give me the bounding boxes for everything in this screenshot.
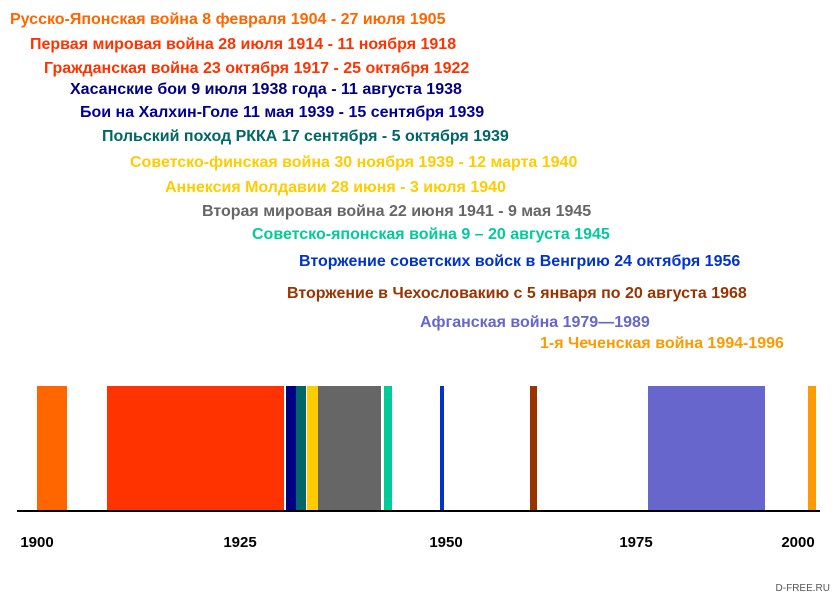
war-label: Первая мировая война 28 июля 1914 - 11 н… — [30, 36, 457, 53]
war-bar — [37, 386, 67, 511]
war-bar — [107, 386, 284, 511]
war-bar — [530, 386, 537, 511]
x-axis-ticks: 1900 1925 1950 1975 2000 — [20, 534, 814, 551]
war-label: Польский поход РККА 17 сентября - 5 октя… — [102, 128, 509, 145]
war-bar — [648, 386, 765, 511]
war-label: Вторая мировая война 22 июня 1941 - 9 ма… — [202, 203, 592, 220]
war-label: Афганская война 1979—1989 — [420, 314, 650, 331]
timeline-bars — [37, 386, 816, 511]
war-bar — [296, 386, 306, 511]
war-labels: Русско-Японская война 8 февраля 1904 - 2… — [10, 11, 784, 352]
x-tick-label: 1950 — [429, 534, 462, 551]
war-bar — [286, 386, 295, 511]
war-bar — [307, 386, 317, 511]
war-label: Гражданская война 23 октября 1917 - 25 о… — [44, 60, 470, 77]
war-bar — [317, 386, 318, 511]
war-bar — [384, 386, 392, 511]
watermark: D-FREE.RU — [775, 583, 830, 594]
war-label: Хасанские бои 9 июля 1938 года - 11 авгу… — [70, 81, 462, 98]
war-bar — [440, 386, 444, 511]
war-label: Бои на Халхин-Голе 11 мая 1939 - 15 сент… — [80, 104, 485, 121]
x-tick-label: 1975 — [619, 534, 652, 551]
war-label: 1-я Чеченская война 1994-1996 — [540, 335, 784, 352]
war-bar — [295, 386, 296, 511]
war-bar — [808, 386, 816, 511]
war-label: Вторжение советских войск в Венгрию 24 о… — [299, 253, 741, 270]
war-bar — [318, 386, 381, 511]
war-label: Русско-Японская война 8 февраля 1904 - 2… — [10, 11, 446, 28]
x-tick-label: 2000 — [781, 534, 814, 551]
war-label: Советско-финская война 30 ноября 1939 - … — [130, 154, 578, 171]
war-label: Вторжение в Чехословакию с 5 января по 2… — [287, 285, 747, 302]
x-tick-label: 1900 — [20, 534, 53, 551]
war-label: Аннексия Молдавии 28 июня - 3 июля 1940 — [165, 179, 506, 196]
x-tick-label: 1925 — [223, 534, 256, 551]
war-label: Советско-японская война 9 – 20 августа 1… — [252, 226, 610, 243]
